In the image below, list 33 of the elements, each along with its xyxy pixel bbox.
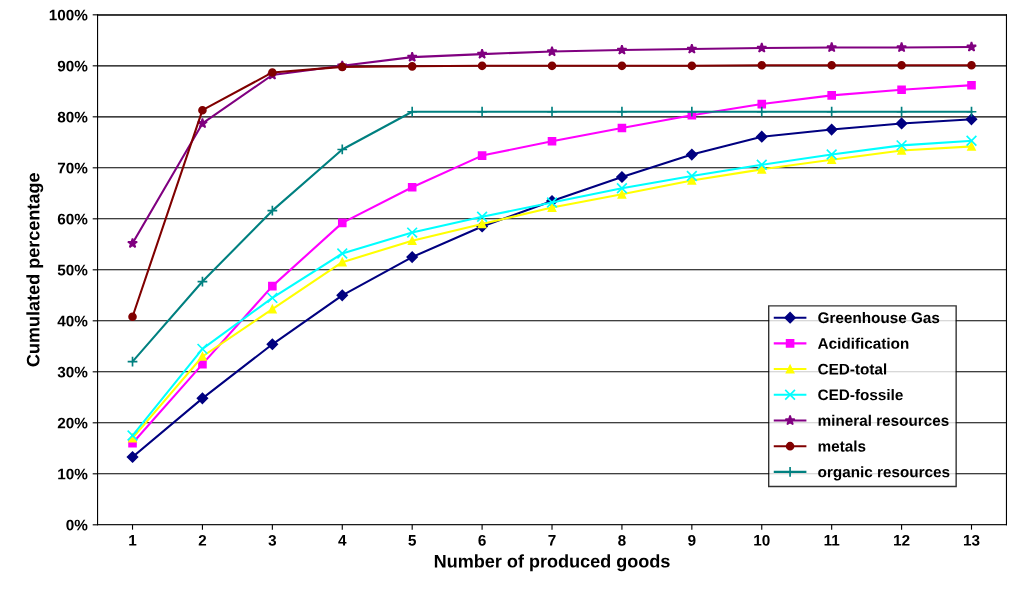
x-tick-label: 8 [618,534,626,546]
x-tick-label: 12 [894,534,910,546]
x-tick-label: 6 [478,534,486,546]
y-tick-label: 20% [57,417,88,429]
y-tick-label: 0% [66,519,88,531]
x-tick-label: 5 [408,535,417,546]
y-tick-label: 50% [57,264,88,276]
legend-label: Acidification [817,337,909,349]
legend-label: Greenhouse Gas [818,311,940,324]
y-axis-title: Cumulated percentage [26,173,44,367]
x-tick-label: 7 [548,535,556,546]
x-tick-label: 9 [688,534,696,546]
y-tick-label: 40% [57,315,88,327]
legend-label: mineral resources [818,414,949,426]
y-tick-label: 80% [57,111,88,123]
x-axis-title: Number of produced goods [434,554,670,572]
y-tick-label: 60% [57,213,88,225]
x-tick-label: 10 [754,534,770,546]
legend-label: organic resources [818,466,950,481]
legend-label: CED-total [818,363,887,375]
x-tick-label: 11 [824,535,840,546]
x-tick-label: 1 [129,535,137,546]
legend-label: CED-fossile [818,389,903,401]
y-tick-label: 90% [57,60,88,72]
legend-label: metals [818,440,866,452]
x-tick-label: 4 [338,535,347,546]
y-tick-label: 100% [49,9,88,21]
y-tick-label: 10% [58,468,88,480]
x-tick-label: 2 [198,534,207,546]
y-tick-label: 70% [57,162,88,174]
y-tick-label: 30% [57,366,88,378]
x-tick-label: 13 [963,534,980,546]
x-tick-label: 3 [268,534,277,546]
